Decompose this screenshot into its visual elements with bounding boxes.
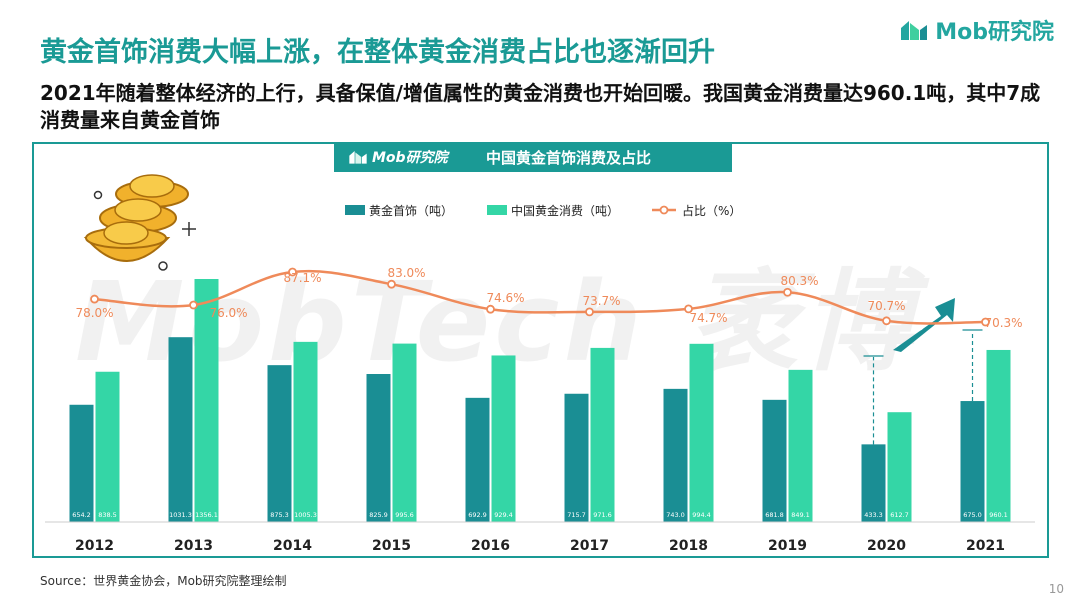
bar-jewelry-2014 <box>267 365 292 522</box>
bar-jewelry-2019 <box>762 399 787 522</box>
source-note: Source：世界黄金协会，Mob研究院整理绘制 <box>40 574 287 588</box>
ratio-point-2015 <box>387 279 396 289</box>
ratio-label-2018: 74.7% <box>689 311 727 325</box>
x-axis: 2012 2013 2014 2015 2016 2017 2018 2019 2020 2021 <box>45 521 1035 554</box>
ratio-point-2012 <box>90 294 99 304</box>
bar-label-total-2015: 995.6 <box>395 511 414 519</box>
ratio-label-2016: 74.6% <box>486 291 524 305</box>
bar-total-2013 <box>194 279 219 522</box>
bar-total-2018 <box>689 343 714 522</box>
chart-title: 中国黄金首饰消费及占比 <box>486 148 652 167</box>
mob-logo-icon <box>901 21 928 40</box>
bar-label-total-2012: 838.5 <box>98 511 117 519</box>
bar-label-total-2020: 612.7 <box>890 511 909 519</box>
page-subtitle: 2021年随着整体经济的上行，具备保值/增值属性的黄金消费也开始回暖。我国黄金消… <box>40 81 1041 132</box>
legend-total: 中国黄金消费（吨） <box>487 203 619 218</box>
chart-header: Mob研究院 中国黄金首饰消费及占比 <box>334 142 732 172</box>
bar-total-2017 <box>590 347 615 522</box>
ratio-point-2017 <box>585 307 594 317</box>
x-tick-2018: 2018 <box>669 538 708 554</box>
brand-logo: Mob研究院 <box>899 14 1054 46</box>
bar-layer: 654.2 838.5 1031.3 1356.1 875.3 1005.3 825.9 99… <box>69 279 1011 522</box>
bar-label-total-2017: 971.6 <box>593 511 612 519</box>
legend-ratio-marker <box>659 205 669 215</box>
legend-ratio-label: 占比（%） <box>682 203 741 218</box>
bar-total-2020 <box>887 412 912 522</box>
bar-total-2012 <box>95 371 120 522</box>
growth-arrow-icon <box>893 298 955 352</box>
bar-label-total-2018: 994.4 <box>692 511 711 519</box>
bar-jewelry-2018 <box>663 388 688 522</box>
bar-label-total-2013: 1356.1 <box>195 511 218 519</box>
chart-header-logo-text: Mob研究院 <box>372 150 448 166</box>
x-tick-2020: 2020 <box>867 538 906 554</box>
bar-label-total-2019: 849.1 <box>791 511 810 519</box>
legend-total-label: 中国黄金消费（吨） <box>511 203 619 218</box>
bar-jewelry-2020 <box>861 444 886 522</box>
legend-jewelry-swatch <box>345 205 365 215</box>
x-tick-2013: 2013 <box>174 538 213 554</box>
ratio-point-2016 <box>486 304 495 314</box>
bar-label-total-2016: 929.4 <box>494 511 513 519</box>
ratio-point-2019 <box>783 287 792 297</box>
bar-label-jewelry-2013: 1031.3 <box>169 511 192 519</box>
x-tick-2016: 2016 <box>471 538 510 554</box>
mob-logo-icon <box>349 151 367 164</box>
ratio-line <box>94 269 986 325</box>
bar-label-jewelry-2014: 875.3 <box>270 511 289 519</box>
bar-label-total-2021: 960.1 <box>989 511 1008 519</box>
logo-text: Mob研究院 <box>935 20 1054 45</box>
x-tick-2021: 2021 <box>966 538 1005 554</box>
legend-ratio: 占比（%） <box>652 203 741 218</box>
bar-label-total-2014: 1005.3 <box>294 511 317 519</box>
ratio-label-2019: 80.3% <box>780 274 818 288</box>
gold-ingot-illustration <box>83 174 196 271</box>
x-tick-2015: 2015 <box>372 538 411 554</box>
ratio-point-2014 <box>288 267 297 277</box>
page-title: 黄金首饰消费大幅上涨，在整体黄金消费占比也逐渐回升 <box>40 37 715 68</box>
ratio-label-2012: 78.0% <box>75 306 113 320</box>
bar-label-jewelry-2015: 825.9 <box>369 511 388 519</box>
x-tick-2017: 2017 <box>570 538 609 554</box>
x-tick-2014: 2014 <box>273 538 312 554</box>
ratio-label-2014: 87.1% <box>283 271 321 285</box>
bar-jewelry-2012 <box>69 404 94 522</box>
bar-jewelry-2017 <box>564 393 589 522</box>
bar-jewelry-2021 <box>960 401 985 522</box>
ratio-line-layer: 78.0% 76.0% 87.1% 83.0% 74.6% 73.7% 74.7% 80.3%… <box>75 266 1022 330</box>
ratio-label-2020: 70.7% <box>867 299 905 313</box>
bar-total-2019 <box>788 369 813 522</box>
bar-jewelry-2016 <box>465 397 490 522</box>
bar-jewelry-2015 <box>366 374 391 522</box>
ratio-point-2020 <box>882 316 891 326</box>
x-tick-2012: 2012 <box>75 538 114 554</box>
page-number: 10 <box>1048 582 1064 596</box>
bar-label-jewelry-2016: 692.9 <box>468 511 487 519</box>
bar-total-2014 <box>293 341 318 522</box>
bar-label-jewelry-2012: 654.2 <box>72 511 91 519</box>
ratio-label-2021: 70.3% <box>984 316 1022 330</box>
bar-jewelry-2013 <box>168 337 193 522</box>
x-tick-2019: 2019 <box>768 538 807 554</box>
ratio-label-2015: 83.0% <box>387 266 425 280</box>
bar-total-2021 <box>986 349 1011 522</box>
ratio-label-2017: 73.7% <box>582 294 620 308</box>
bar-total-2016 <box>491 355 516 522</box>
bar-label-jewelry-2020: 433.3 <box>864 511 883 519</box>
bar-total-2015 <box>392 343 417 522</box>
chart-header-logo: Mob研究院 <box>348 147 468 167</box>
bar-label-jewelry-2019: 681.8 <box>765 511 784 519</box>
ratio-point-2018 <box>684 304 693 314</box>
ratio-label-2013: 76.0% <box>209 306 247 320</box>
ratio-point-2021 <box>981 317 990 327</box>
legend-jewelry-label: 黄金首饰（吨） <box>369 203 453 218</box>
legend-total-swatch <box>487 205 507 215</box>
bar-label-jewelry-2018: 743.0 <box>666 511 685 519</box>
chart-legend: 黄金首饰（吨） 中国黄金消费（吨） 占比（%） <box>345 203 741 218</box>
bar-label-jewelry-2021: 675.0 <box>963 511 982 519</box>
bar-label-jewelry-2017: 715.7 <box>567 511 586 519</box>
ratio-point-2013 <box>189 300 198 310</box>
legend-jewelry: 黄金首饰（吨） <box>345 203 453 218</box>
